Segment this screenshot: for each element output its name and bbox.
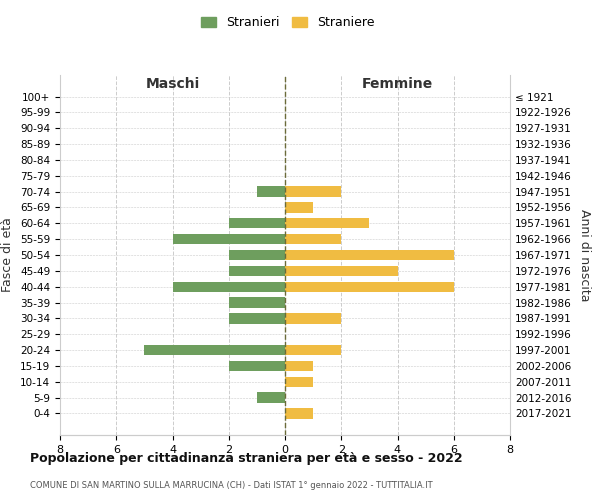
Bar xyxy=(257,186,285,197)
Bar xyxy=(285,218,370,228)
Bar xyxy=(229,266,285,276)
Bar xyxy=(173,234,285,244)
Bar xyxy=(145,345,285,355)
Text: Maschi: Maschi xyxy=(145,77,200,91)
Text: COMUNE DI SAN MARTINO SULLA MARRUCINA (CH) - Dati ISTAT 1° gennaio 2022 - TUTTIT: COMUNE DI SAN MARTINO SULLA MARRUCINA (C… xyxy=(30,481,433,490)
Bar xyxy=(285,234,341,244)
Bar xyxy=(285,313,341,324)
Text: Femmine: Femmine xyxy=(362,77,433,91)
Bar xyxy=(229,313,285,324)
Bar xyxy=(229,218,285,228)
Bar xyxy=(229,250,285,260)
Bar xyxy=(229,361,285,371)
Bar xyxy=(173,282,285,292)
Bar xyxy=(285,282,454,292)
Y-axis label: Anni di nascita: Anni di nascita xyxy=(578,209,591,301)
Bar xyxy=(285,376,313,387)
Bar xyxy=(285,250,454,260)
Legend: Stranieri, Straniere: Stranieri, Straniere xyxy=(196,11,380,34)
Text: Popolazione per cittadinanza straniera per età e sesso - 2022: Popolazione per cittadinanza straniera p… xyxy=(30,452,463,465)
Bar xyxy=(285,361,313,371)
Bar xyxy=(285,266,398,276)
Bar xyxy=(257,392,285,403)
Bar xyxy=(229,298,285,308)
Bar xyxy=(285,345,341,355)
Bar xyxy=(285,408,313,418)
Bar xyxy=(285,202,313,212)
Bar xyxy=(285,186,341,197)
Y-axis label: Fasce di età: Fasce di età xyxy=(1,218,14,292)
